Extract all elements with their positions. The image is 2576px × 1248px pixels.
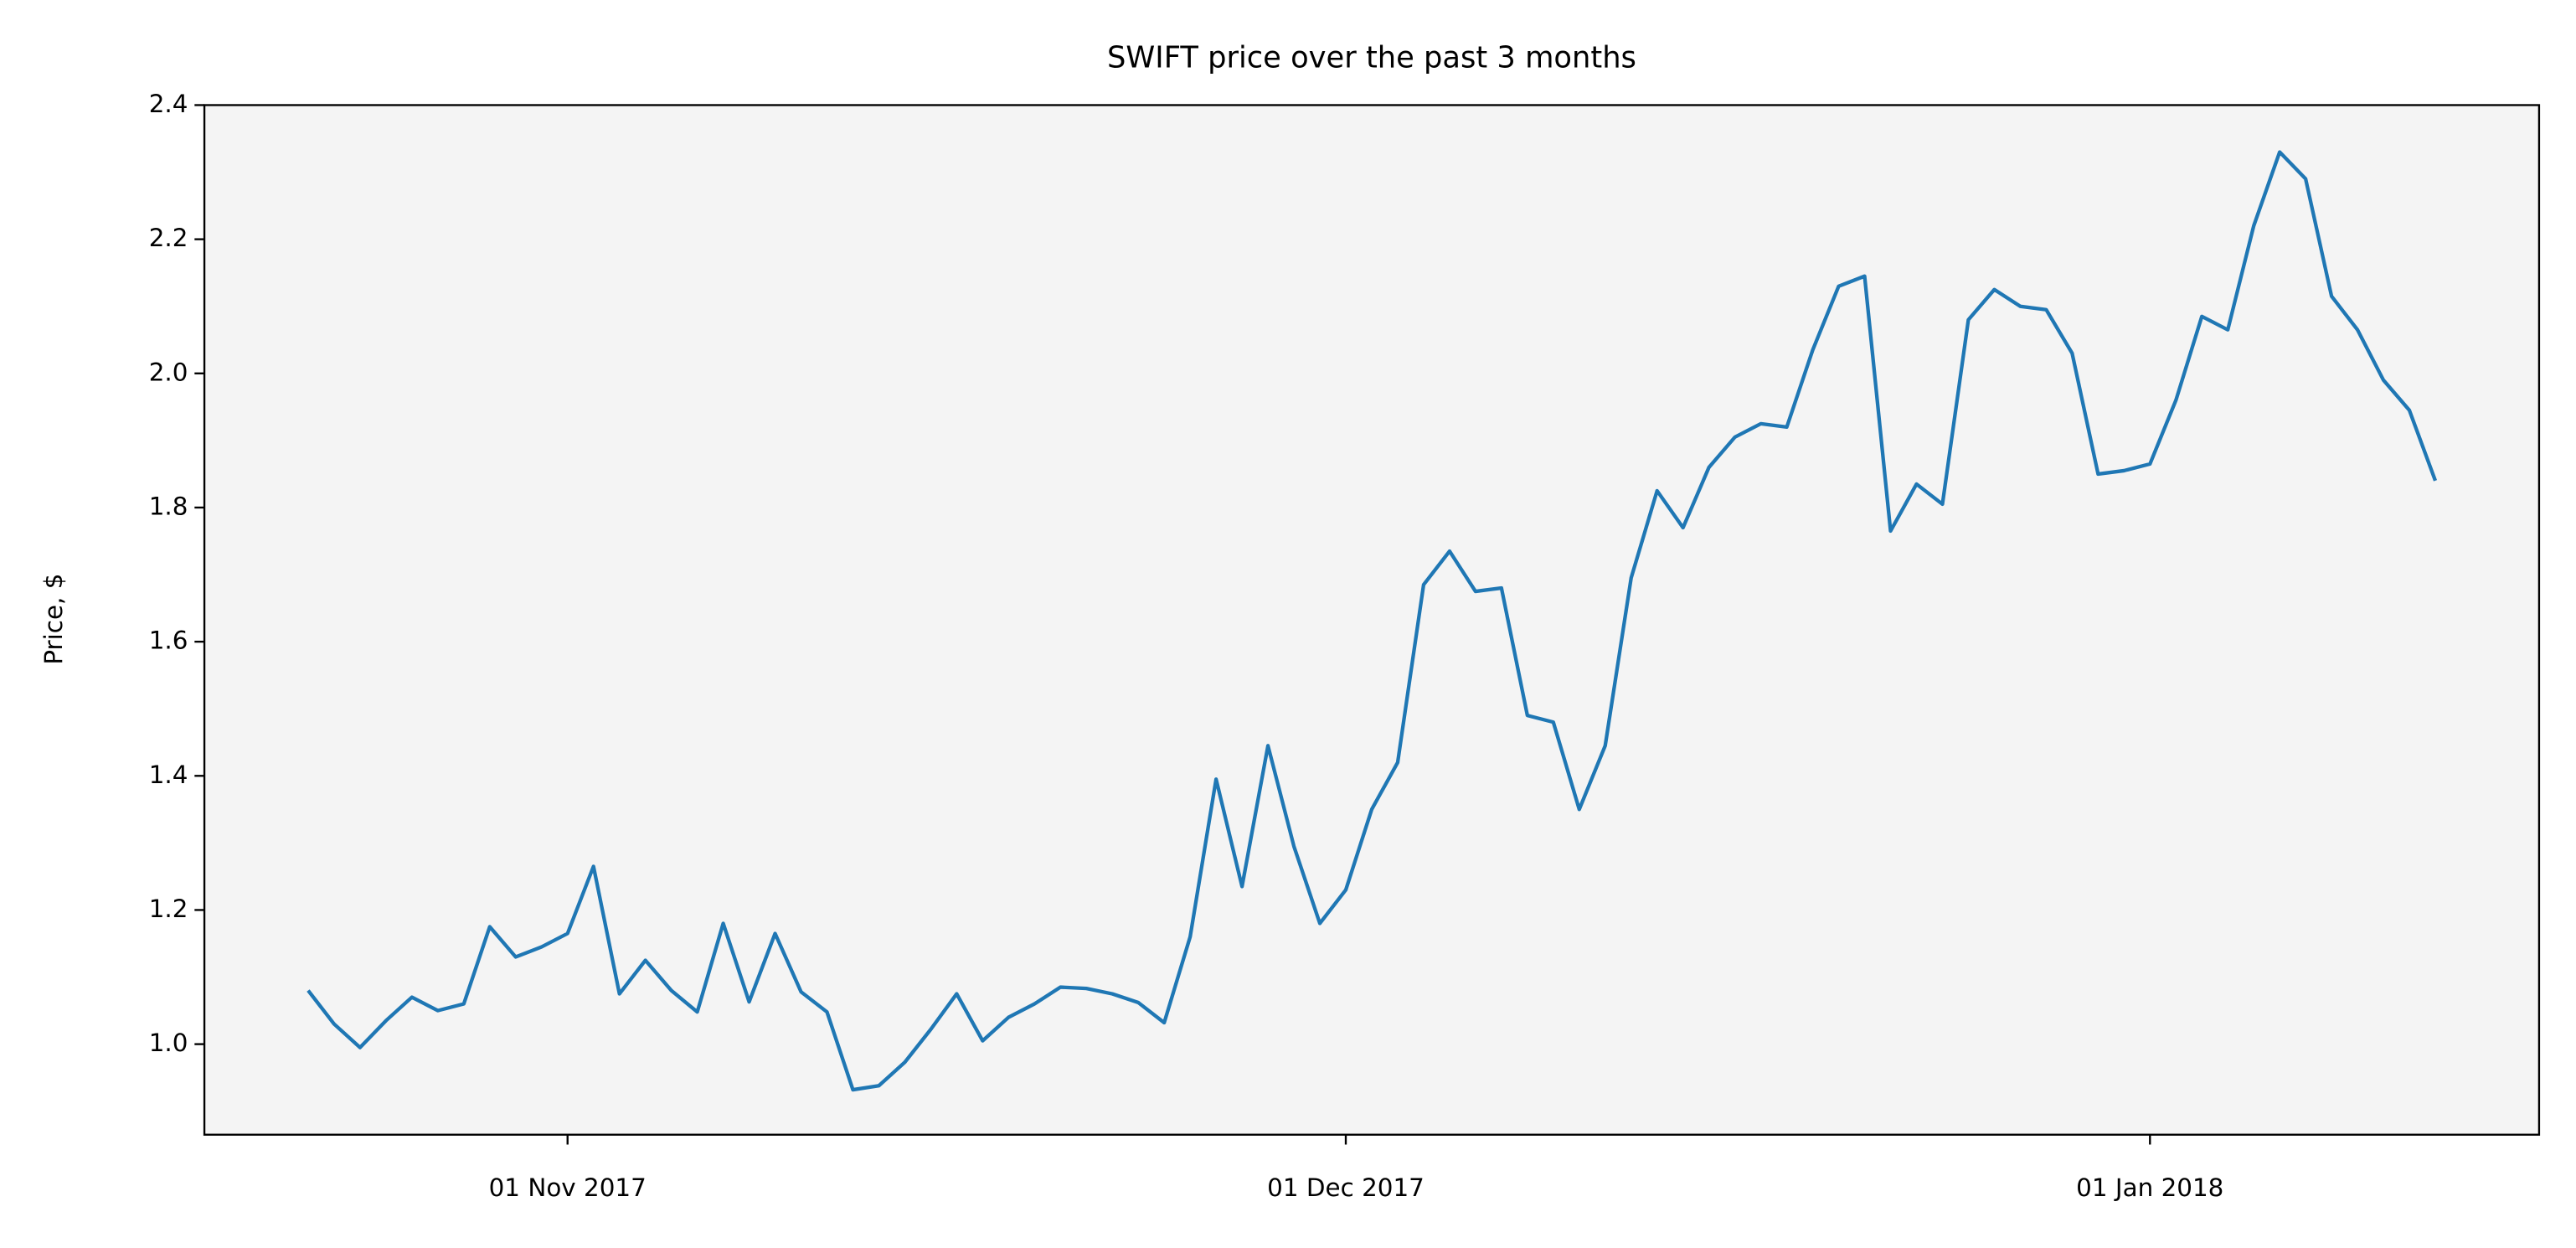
plot-area (204, 105, 2539, 1135)
x-tick-label: 01 Nov 2017 (489, 1173, 647, 1202)
y-tick-label: 2.2 (149, 224, 188, 252)
price-line (307, 150, 2438, 1092)
y-tick-label: 1.0 (149, 1029, 188, 1057)
y-tick-label: 1.8 (149, 492, 188, 520)
x-tick-label: 01 Dec 2017 (1267, 1173, 1425, 1202)
x-tick-label: 01 Jan 2018 (2076, 1173, 2223, 1202)
y-tick-label: 2.0 (149, 358, 188, 386)
y-tick-label: 1.4 (149, 761, 188, 789)
y-tick-label: 1.2 (149, 895, 188, 923)
y-axis-label: Price, $ (39, 574, 68, 665)
y-tick-label: 1.6 (149, 627, 188, 655)
chart-title: SWIFT price over the past 3 months (1107, 41, 1636, 75)
y-tick-label: 2.4 (149, 90, 188, 118)
plot-frame (203, 104, 2541, 1136)
